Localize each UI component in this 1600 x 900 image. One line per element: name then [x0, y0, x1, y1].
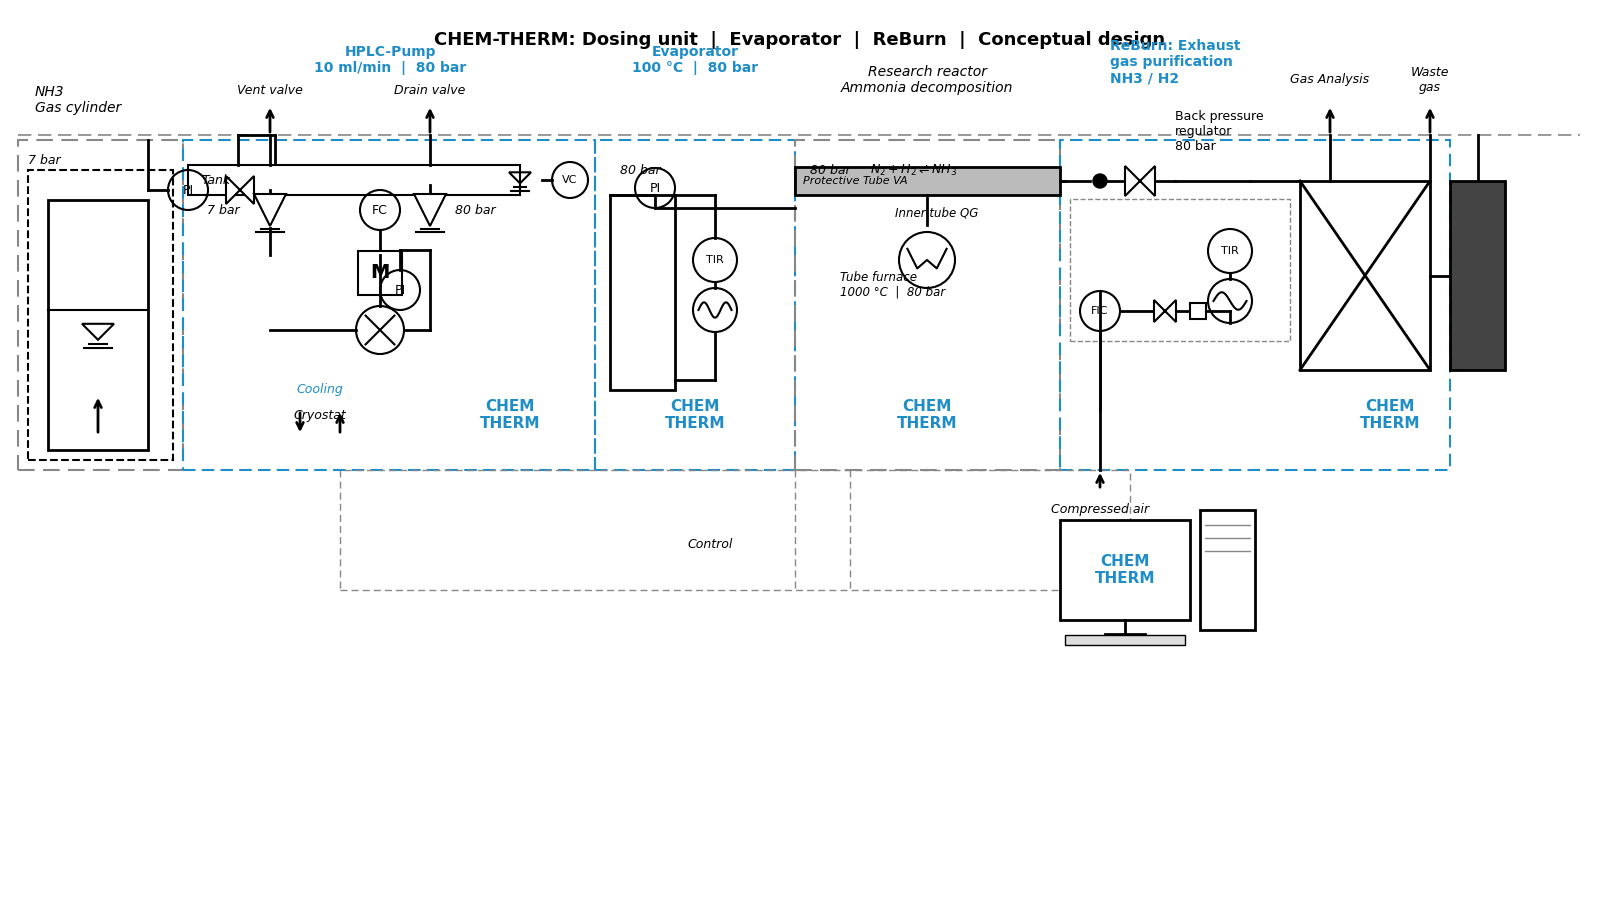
Text: 7 bar: 7 bar: [29, 154, 61, 166]
Bar: [795, 140, 1059, 470]
Bar: [48, 200, 147, 450]
Text: CHEM
THERM: CHEM THERM: [664, 399, 725, 431]
Text: TIR: TIR: [706, 255, 723, 265]
Text: VC: VC: [562, 175, 578, 185]
Text: $N_2 + H_2 \rightleftharpoons NH_3$: $N_2 + H_2 \rightleftharpoons NH_3$: [870, 163, 957, 177]
Bar: [1059, 140, 1450, 470]
Text: Back pressure
regulator
80 bar: Back pressure regulator 80 bar: [1174, 110, 1264, 153]
Bar: [339, 470, 1130, 590]
Text: CHEM
THERM: CHEM THERM: [1360, 399, 1421, 431]
Bar: [1190, 303, 1206, 319]
Text: PI: PI: [650, 182, 661, 194]
Text: Gas Analysis: Gas Analysis: [1291, 74, 1370, 86]
Text: 80 bar: 80 bar: [810, 164, 851, 176]
Bar: [18, 140, 182, 470]
Text: Compressed air: Compressed air: [1051, 503, 1149, 517]
Text: Inner tube QG: Inner tube QG: [894, 206, 978, 220]
Polygon shape: [414, 194, 446, 226]
Text: Protective Tube VA: Protective Tube VA: [803, 176, 907, 186]
Text: Control: Control: [688, 538, 733, 552]
Polygon shape: [254, 194, 286, 226]
Bar: [595, 140, 795, 470]
Text: CHEM
THERM: CHEM THERM: [1094, 554, 1155, 586]
Text: TIR: TIR: [1221, 246, 1238, 256]
Polygon shape: [226, 176, 254, 204]
Bar: [1450, 181, 1506, 370]
Bar: [29, 170, 173, 460]
Bar: [182, 140, 595, 470]
Text: PI: PI: [182, 184, 194, 196]
Text: 80 bar: 80 bar: [454, 203, 496, 217]
Bar: [1070, 199, 1290, 341]
Text: 7 bar: 7 bar: [208, 203, 240, 217]
Text: Cryostat: Cryostat: [294, 409, 346, 421]
Text: Drain valve: Drain valve: [394, 84, 466, 96]
Text: PI: PI: [395, 284, 405, 296]
Text: Waste
gas: Waste gas: [1411, 66, 1450, 94]
Circle shape: [1093, 174, 1107, 188]
Text: 80 bar: 80 bar: [621, 164, 661, 176]
Bar: [610, 195, 675, 390]
Bar: [358, 251, 402, 295]
Polygon shape: [1125, 166, 1155, 196]
Bar: [1059, 520, 1190, 620]
Text: FC: FC: [373, 203, 387, 217]
Text: Cooling: Cooling: [296, 383, 344, 397]
Text: CHEM-THERM: Dosing unit  |  Evaporator  |  ReBurn  |  Conceptual design: CHEM-THERM: Dosing unit | Evaporator | R…: [435, 31, 1165, 49]
Bar: [189, 165, 520, 195]
Text: HPLC-Pump
10 ml/min  |  80 bar: HPLC-Pump 10 ml/min | 80 bar: [314, 45, 466, 75]
Text: Tank: Tank: [202, 174, 230, 186]
Text: CHEM
THERM: CHEM THERM: [480, 399, 541, 431]
Bar: [1299, 181, 1430, 370]
Bar: [1200, 510, 1254, 630]
Text: Evaporator
100 °C  |  80 bar: Evaporator 100 °C | 80 bar: [632, 45, 758, 75]
Bar: [1066, 635, 1186, 645]
Bar: [795, 167, 1059, 195]
Text: Research reactor
Ammonia decomposition: Research reactor Ammonia decomposition: [842, 65, 1013, 95]
Text: Tube furnace
1000 °C  |  80 bar: Tube furnace 1000 °C | 80 bar: [840, 271, 946, 299]
Text: FIC: FIC: [1091, 306, 1109, 316]
Text: Vent valve: Vent valve: [237, 84, 302, 96]
Text: NH3
Gas cylinder: NH3 Gas cylinder: [35, 85, 122, 115]
Polygon shape: [1154, 300, 1176, 322]
Text: CHEM
THERM: CHEM THERM: [896, 399, 957, 431]
Text: ReBurn: Exhaust
gas purification
NH3 / H2: ReBurn: Exhaust gas purification NH3 / H…: [1110, 39, 1240, 86]
Text: M: M: [370, 264, 390, 283]
